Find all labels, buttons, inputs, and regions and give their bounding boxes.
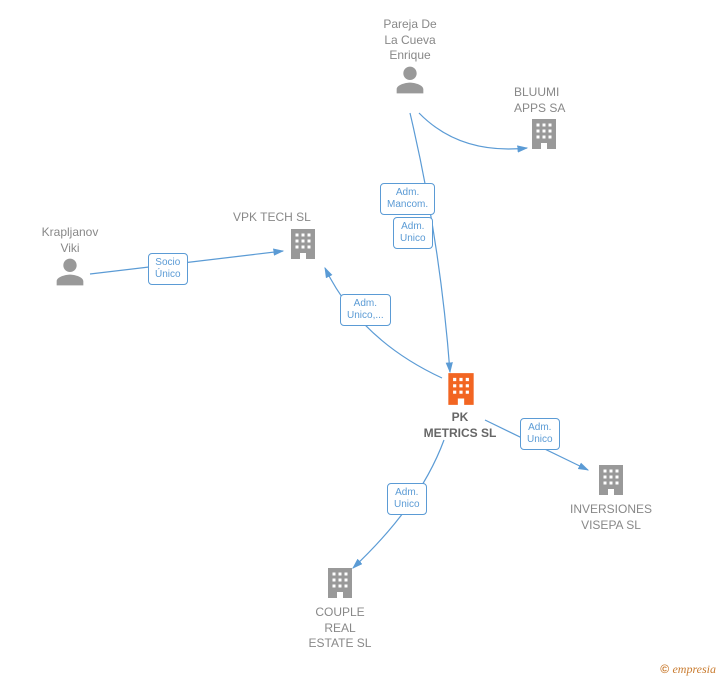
edge-label-socio: Socio Único: [148, 253, 188, 285]
brand-text: empresia: [672, 662, 716, 676]
building-icon: [442, 370, 478, 406]
node-label: VPK TECH SL: [233, 210, 375, 226]
edge-label-unico1: Adm. Unico: [393, 217, 433, 249]
edge-label-unico4: Adm. Unico: [387, 483, 427, 515]
node-label: BLUUMI APPS SA: [514, 85, 606, 116]
building-icon: [593, 462, 629, 498]
edge-label-unico2: Adm. Unico,...: [340, 294, 391, 326]
node-krapljanov[interactable]: Krapljanov Viki: [30, 225, 110, 292]
copyright-symbol: ©: [660, 662, 669, 676]
node-label: INVERSIONES VISEPA SL: [551, 502, 671, 533]
edge-label-mancom: Adm. Mancom.: [380, 183, 435, 215]
node-inversiones[interactable]: INVERSIONES VISEPA SL: [551, 462, 671, 533]
node-pareja[interactable]: Pareja De La Cueva Enrique: [365, 17, 455, 100]
building-icon: [526, 116, 562, 152]
node-label: COUPLE REAL ESTATE SL: [290, 605, 390, 652]
person-icon: [54, 256, 86, 288]
node-bluumi[interactable]: BLUUMI APPS SA: [506, 85, 606, 156]
node-couple[interactable]: COUPLE REAL ESTATE SL: [290, 565, 390, 652]
node-label: Pareja De La Cueva Enrique: [365, 17, 455, 64]
node-pkmetrics[interactable]: PK METRICS SL: [410, 370, 510, 441]
building-icon: [322, 565, 358, 601]
building-icon: [285, 226, 321, 262]
edge-label-unico3: Adm. Unico: [520, 418, 560, 450]
person-icon: [394, 64, 426, 96]
node-label: Krapljanov Viki: [30, 225, 110, 256]
node-label: PK METRICS SL: [410, 410, 510, 441]
footer-brand: © empresia: [660, 662, 716, 677]
node-vpktech[interactable]: VPK TECH SL: [225, 210, 375, 266]
